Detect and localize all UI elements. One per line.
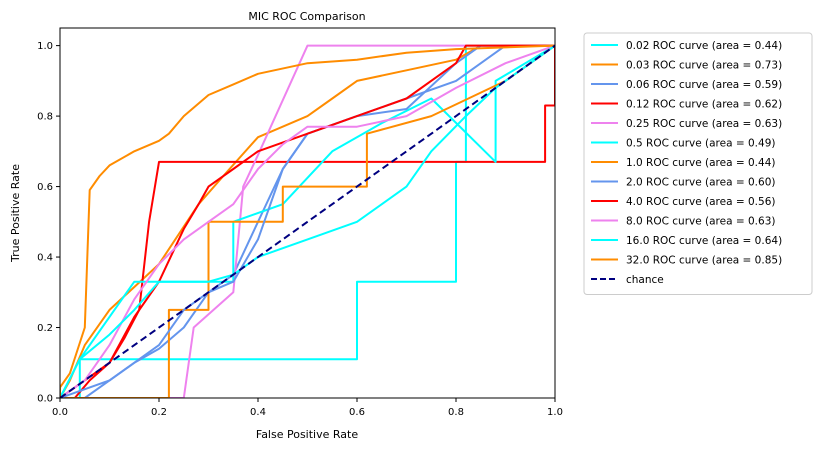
series-line-8 [60,44,555,398]
x-tick-label: 0.8 [448,407,464,418]
series-line-3 [60,45,555,398]
x-tick-label: 0.4 [250,407,266,418]
series-line-1 [60,44,555,398]
legend-label: 2.0 ROC curve (area = 0.60) [626,177,775,189]
y-axis-label: True Positive Rate [9,164,22,263]
chart-title: MIC ROC Comparison [248,10,365,23]
series-line-7 [60,44,555,398]
legend-label: 0.5 ROC curve (area = 0.49) [626,138,775,150]
x-tick-label: 0.0 [52,407,68,418]
legend-label: 4.0 ROC curve (area = 0.56) [626,196,775,208]
series-line-12 [60,44,555,398]
legend-box [583,32,813,295]
y-tick-label: 0.0 [37,394,53,405]
x-axis-label: False Positive Rate [256,428,358,441]
x-tick-label: 0.6 [349,407,365,418]
series-line-5 [60,44,555,398]
series-line-0 [60,44,555,398]
y-tick-label: 0.4 [37,253,53,264]
legend-label: 0.03 ROC curve (area = 0.73) [626,60,782,72]
x-tick-label: 0.2 [151,407,167,418]
legend-label: 32.0 ROC curve (area = 0.85) [626,255,782,267]
x-axis-ticks: 0.0 0.2 0.4 0.6 0.8 1.0 [52,398,563,418]
series-line-4 [60,44,555,398]
x-tick-label: 1.0 [547,407,563,418]
legend-label: 0.12 ROC curve (area = 0.62) [626,99,782,111]
legend-label: 0.02 ROC curve (area = 0.44) [626,40,782,52]
plot-frame [59,27,556,399]
legend-label: 16.0 ROC curve (area = 0.64) [626,235,782,247]
y-tick-label: 0.2 [37,323,53,334]
y-axis-ticks: 0.0 0.2 0.4 0.6 0.8 1.0 [37,41,60,405]
series-line-11 [60,44,555,398]
y-tick-label: 0.6 [37,182,53,193]
y-tick-label: 1.0 [37,41,53,52]
legend-label: 0.25 ROC curve (area = 0.63) [626,118,782,130]
legend-label: 1.0 ROC curve (area = 0.44) [626,157,775,169]
legend-label: chance [626,274,664,286]
series-line-6 [60,44,555,398]
legend-label: 0.06 ROC curve (area = 0.59) [626,79,782,91]
legend-label: 8.0 ROC curve (area = 0.63) [626,216,775,228]
series-line-10 [60,44,555,398]
legend: 0.02 ROC curve (area = 0.44) 0.03 ROC cur… [583,32,813,295]
y-tick-label: 0.8 [37,112,53,123]
